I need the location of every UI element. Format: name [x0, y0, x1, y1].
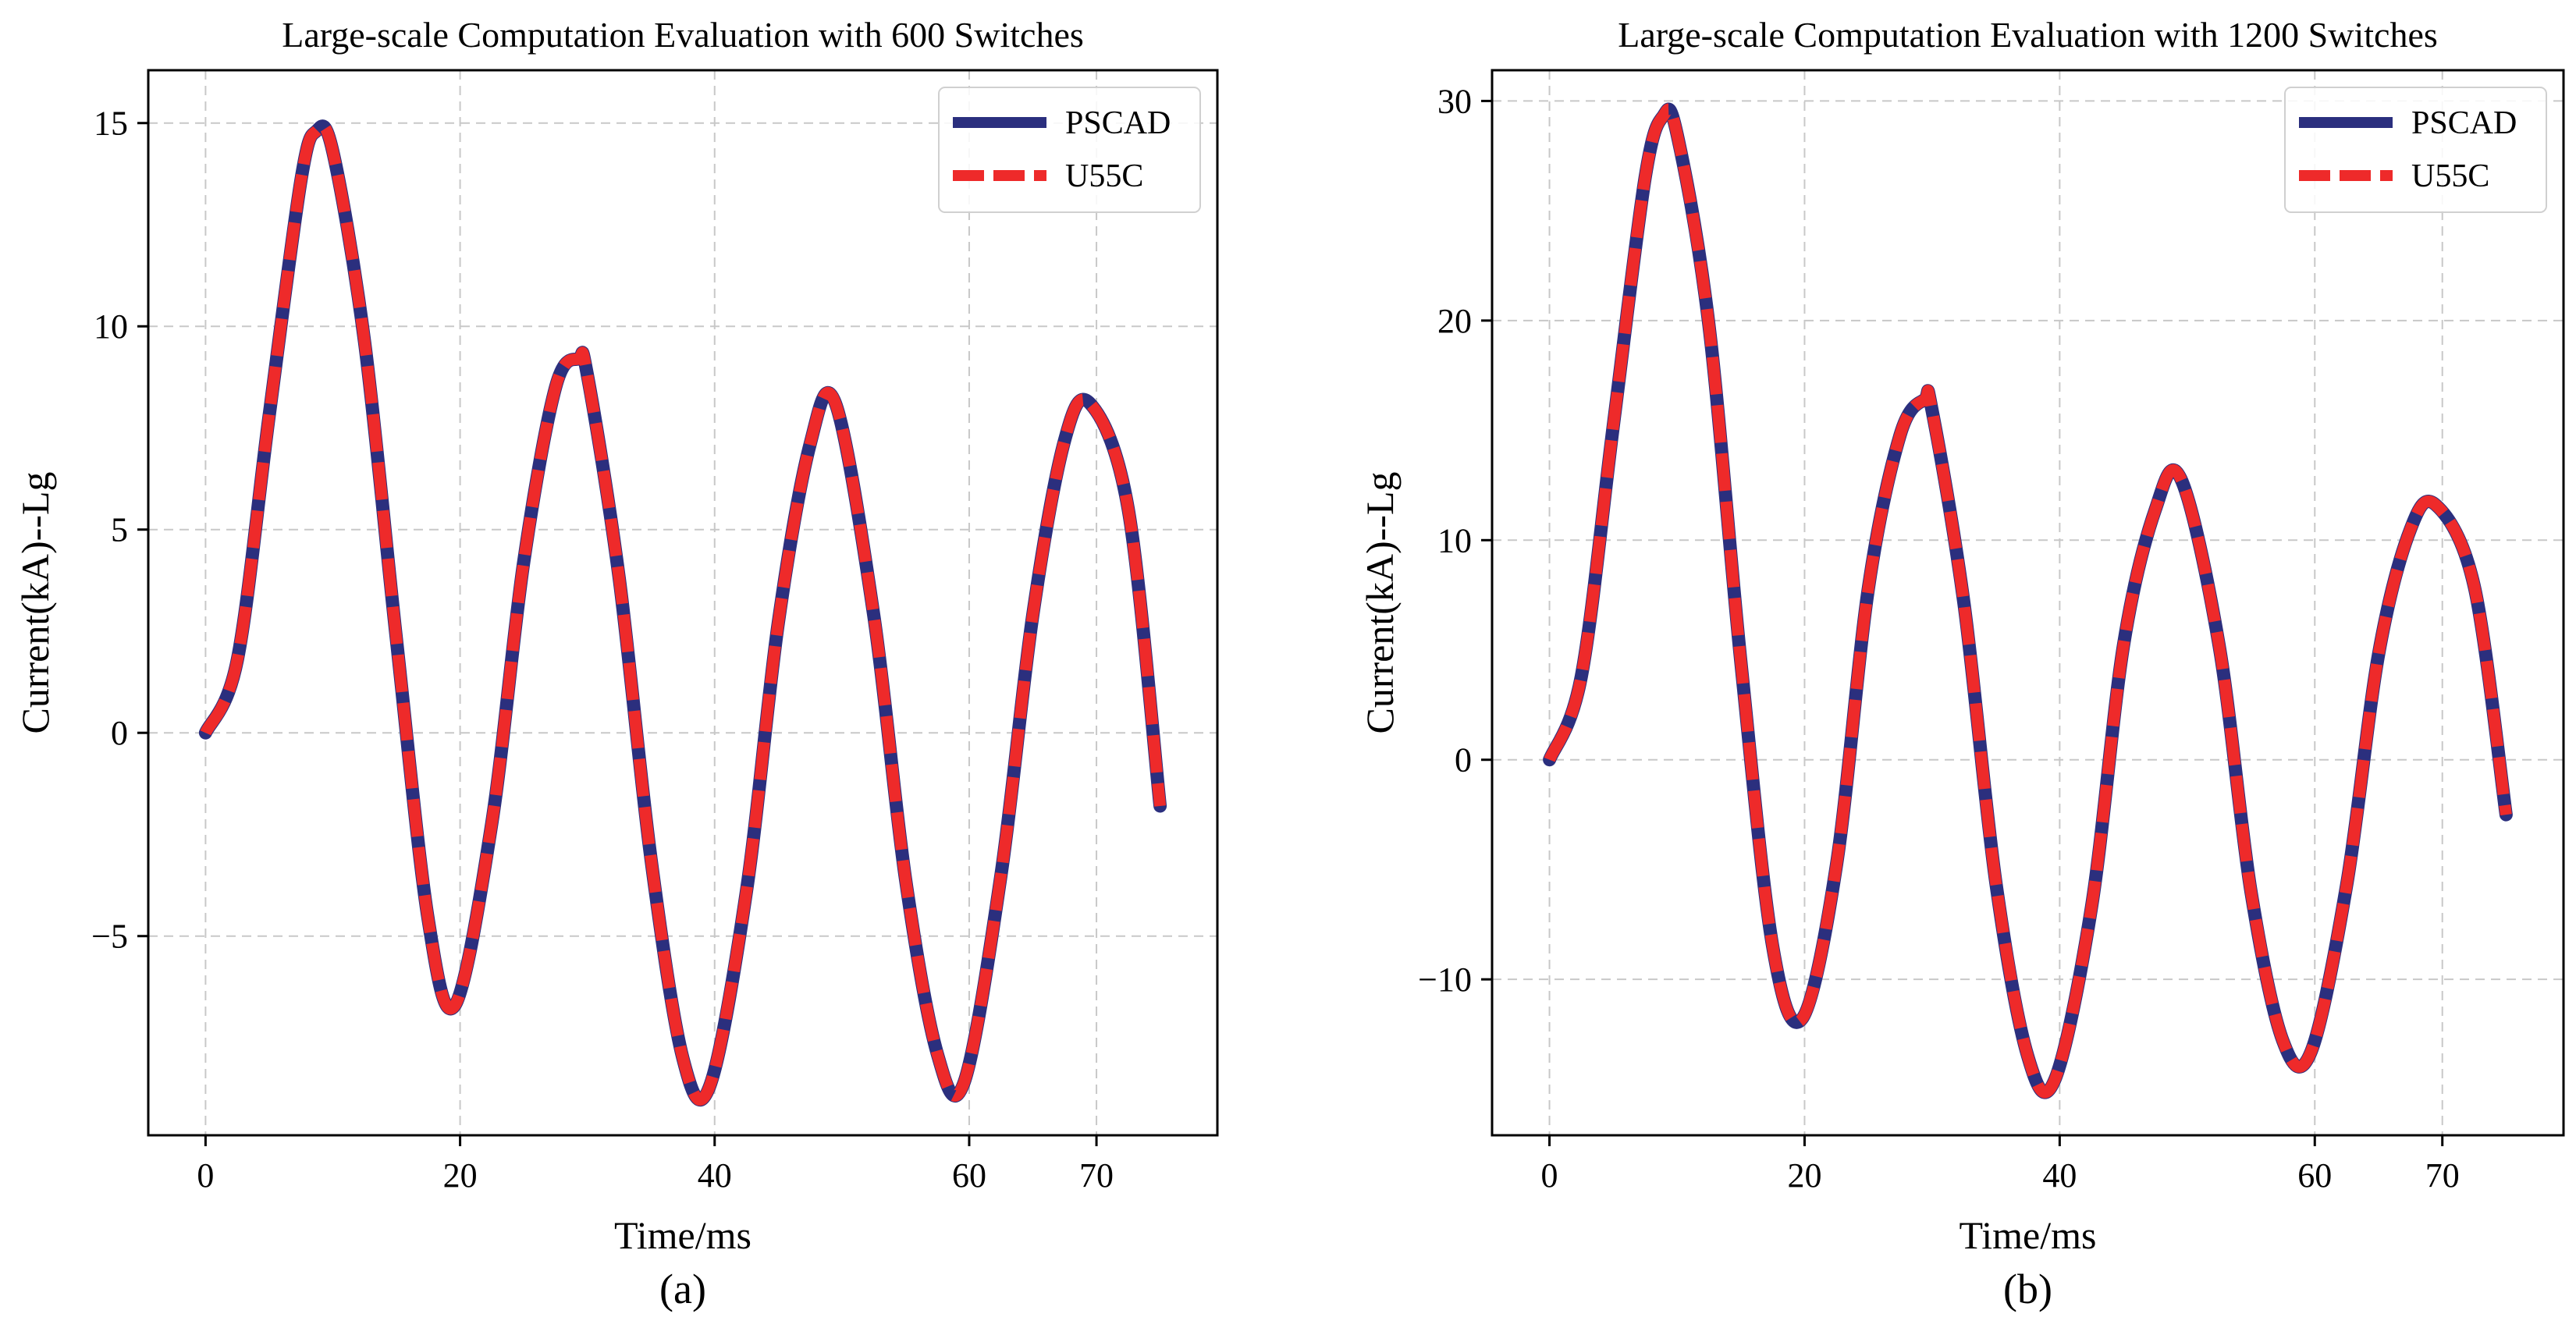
y-tick-label: 0	[1455, 741, 1472, 779]
y-axis-label: Current(kA)--Lg	[13, 472, 57, 734]
legend-label-u55c: U55C	[2411, 158, 2489, 194]
grid-lines	[148, 70, 1217, 1135]
x-tick-label: 0	[197, 1156, 214, 1195]
y-axis-label: Current(kA)--Lg	[1358, 472, 1402, 734]
legend-label-pscad: PSCAD	[2411, 105, 2517, 141]
y-tick-label: 30	[1437, 82, 1472, 120]
y-tick-label: −5	[91, 918, 128, 956]
x-tick-label: 0	[1541, 1156, 1558, 1195]
x-axis-label: Time/ms	[1959, 1213, 2096, 1257]
grid-lines	[1492, 70, 2564, 1135]
series-line-u55c	[200, 120, 1167, 1106]
axis-ticks: 0 20 40 60 70 −5 0 5 10 15	[91, 105, 1114, 1195]
panel-b: Large-scale Computation Evaluation with …	[1358, 15, 2565, 1312]
y-tick-label: 15	[94, 105, 128, 143]
chart-title: Large-scale Computation Evaluation with …	[1618, 15, 2438, 55]
panel-caption: (a)	[659, 1266, 706, 1312]
y-tick-label: 20	[1437, 302, 1472, 340]
plot-series	[1543, 102, 2513, 1099]
plot-series	[198, 119, 1167, 1107]
legend-label-u55c: U55C	[1065, 158, 1143, 194]
legend: PSCAD U55C	[938, 87, 1201, 213]
legend: PSCAD U55C	[2284, 87, 2547, 213]
legend-label-pscad: PSCAD	[1065, 105, 1171, 141]
x-axis-label: Time/ms	[614, 1213, 751, 1257]
x-tick-label: 40	[698, 1156, 732, 1195]
x-tick-label: 70	[1079, 1156, 1114, 1195]
x-tick-label: 60	[952, 1156, 986, 1195]
series-line-pscad	[1543, 102, 2513, 1099]
axes-frame	[1491, 69, 2565, 1137]
x-tick-label: 40	[2042, 1156, 2077, 1195]
axes-frame	[147, 69, 1219, 1137]
y-tick-label: 10	[1437, 521, 1472, 559]
y-tick-label: 10	[94, 307, 128, 346]
x-tick-label: 20	[443, 1156, 478, 1195]
chart-title: Large-scale Computation Evaluation with …	[282, 15, 1084, 55]
panel-caption: (b)	[2003, 1266, 2052, 1312]
y-tick-label: 5	[111, 511, 128, 549]
x-tick-label: 60	[2297, 1156, 2332, 1195]
y-tick-label: −10	[1418, 960, 1472, 999]
y-tick-label: 0	[111, 714, 128, 752]
axis-ticks: 0 20 40 60 70 −10 0 10 20 30	[1418, 82, 2460, 1195]
x-tick-label: 20	[1787, 1156, 1821, 1195]
x-tick-label: 70	[2425, 1156, 2460, 1195]
series-line-u55c	[1544, 103, 2512, 1099]
panel-a: Large-scale Computation Evaluation with …	[13, 15, 1219, 1312]
